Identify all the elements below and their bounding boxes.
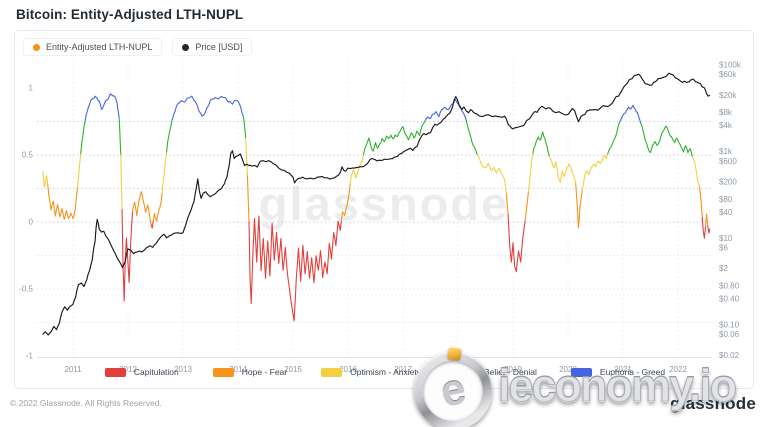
svg-text:$80: $80 [719, 195, 733, 204]
svg-text:2015: 2015 [284, 365, 302, 374]
nupl-line [42, 93, 711, 322]
band-swatch-icon [570, 367, 592, 377]
svg-text:$0.02: $0.02 [719, 351, 740, 360]
svg-text:$100k: $100k [719, 61, 742, 70]
left-axis-labels: 1 0.5 0 -0.5 -1 [19, 84, 33, 361]
price-series-dot-icon [182, 43, 190, 51]
svg-text:$200: $200 [719, 178, 737, 187]
svg-text:$600: $600 [719, 157, 737, 166]
price-line [42, 72, 711, 336]
svg-text:0: 0 [29, 218, 34, 227]
ieconomy-watermark: e ieconomy.io [414, 346, 738, 427]
svg-text:2013: 2013 [174, 365, 192, 374]
band-label: Capitulation [133, 367, 179, 377]
emblem-letter: e [435, 364, 470, 418]
band-swatch-icon [212, 367, 234, 377]
svg-text:2011: 2011 [64, 365, 82, 374]
svg-text:$4k: $4k [719, 121, 733, 130]
svg-text:$6: $6 [719, 244, 728, 253]
band-swatch-icon [321, 367, 343, 377]
band-label: Euphoria - Greed [599, 367, 666, 377]
gold-cube-icon [447, 346, 462, 361]
svg-text:$0.06: $0.06 [719, 330, 740, 339]
band-legend-item-hope-fear: Hope - Fear [212, 367, 288, 377]
svg-text:-0.5: -0.5 [19, 285, 33, 294]
svg-text:2022: 2022 [669, 365, 687, 374]
ieconomy-emblem-icon: e [414, 346, 492, 427]
gridlines [37, 60, 712, 358]
svg-text:$1k: $1k [719, 147, 733, 156]
band-label: Hope - Fear [241, 367, 288, 377]
band-legend-item-capitulation: Capitulation [104, 367, 179, 377]
svg-text:2014: 2014 [229, 365, 247, 374]
svg-text:2012: 2012 [119, 365, 137, 374]
band-swatch-icon [104, 367, 126, 377]
svg-text:1: 1 [29, 84, 34, 93]
svg-text:0.5: 0.5 [22, 151, 34, 160]
band-legend-item-optimism-anxiety: Optimism - Anxiety [321, 367, 421, 377]
svg-text:2019: 2019 [504, 365, 522, 374]
band-legend-item-euphoria-greed: Euphoria - Greed [570, 367, 666, 377]
svg-text:2017: 2017 [394, 365, 412, 374]
nupl-series-dot-icon [33, 43, 40, 51]
legend-item-price-usd[interactable]: Price [USD] [172, 38, 253, 56]
svg-text:$10: $10 [719, 234, 733, 243]
svg-text:$8k: $8k [719, 108, 733, 117]
svg-text:$20k: $20k [719, 91, 737, 100]
svg-text:2020: 2020 [559, 365, 577, 374]
svg-text:2021: 2021 [614, 365, 632, 374]
svg-text:$2: $2 [719, 264, 728, 273]
series-legend: Entity-Adjusted LTH-NUPL Price [USD] [23, 38, 253, 56]
glassnode-wordmark: glassnode [670, 394, 756, 413]
svg-text:2016: 2016 [339, 365, 357, 374]
page-title: Bitcoin: Entity-Adjusted LTH-NUPL [16, 7, 244, 22]
svg-text:$40: $40 [719, 208, 733, 217]
band-label: Belief - Denial [483, 367, 537, 377]
legend-item-label: Price [USD] [195, 42, 243, 52]
svg-text:$0.10: $0.10 [719, 321, 740, 330]
copyright-text: © 2022 Glassnode. All Rights Reserved. [10, 398, 162, 408]
svg-text:$0.40: $0.40 [719, 295, 740, 304]
ieconomy-wordmark: ieconomy.io [498, 360, 738, 412]
legend-item-label: Entity-Adjusted LTH-NUPL [46, 42, 153, 52]
svg-text:$0.80: $0.80 [719, 281, 740, 290]
right-axis-labels: $100k$60k$20k$8k$4k$1k$600$200$80$40$10$… [719, 61, 742, 360]
legend-item-lth-nupl[interactable]: Entity-Adjusted LTH-NUPL [23, 38, 163, 56]
svg-text:-1: -1 [26, 352, 34, 361]
band-label: Optimism - Anxiety [350, 367, 421, 377]
svg-text:$60k: $60k [719, 70, 737, 79]
